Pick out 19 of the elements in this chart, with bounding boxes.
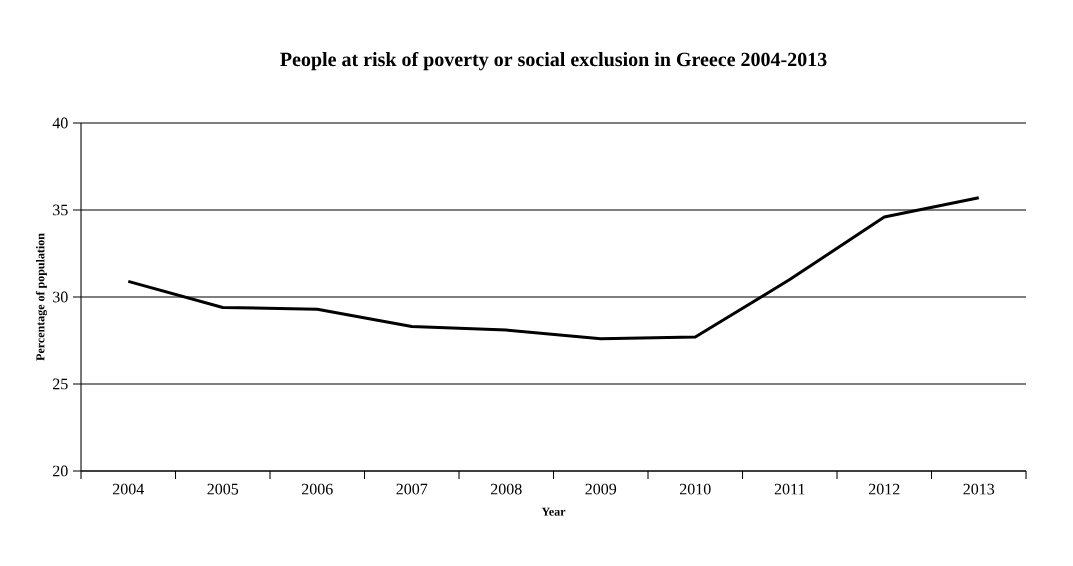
y-tick-label: 20 bbox=[53, 465, 68, 477]
y-axis-title: Percentage of population bbox=[35, 233, 47, 361]
x-tick-label: 2009 bbox=[585, 483, 617, 495]
x-tick-label: 2007 bbox=[396, 483, 428, 495]
x-tick-label: 2006 bbox=[301, 483, 333, 495]
y-tick-label: 40 bbox=[52, 117, 68, 129]
chart-title: People at risk of poverty or social exclusion in Greece 2004-2013 bbox=[280, 51, 827, 71]
line-series bbox=[126, 196, 981, 341]
x-tick-label: 2010 bbox=[679, 483, 711, 495]
x-tick-label: 2012 bbox=[868, 483, 900, 495]
x-tick-label: 2008 bbox=[490, 483, 522, 495]
y-tick-label: 25 bbox=[53, 378, 68, 390]
y-tick-label: 35 bbox=[53, 204, 68, 216]
y-tick-label: 30 bbox=[53, 291, 68, 303]
x-tick-label: 2013 bbox=[963, 483, 995, 495]
x-tick-label: 2005 bbox=[207, 483, 239, 495]
x-tick-label: 2004 bbox=[112, 483, 145, 495]
x-tick-label: 2011 bbox=[774, 483, 805, 495]
x-axis-title: Year bbox=[541, 507, 566, 516]
